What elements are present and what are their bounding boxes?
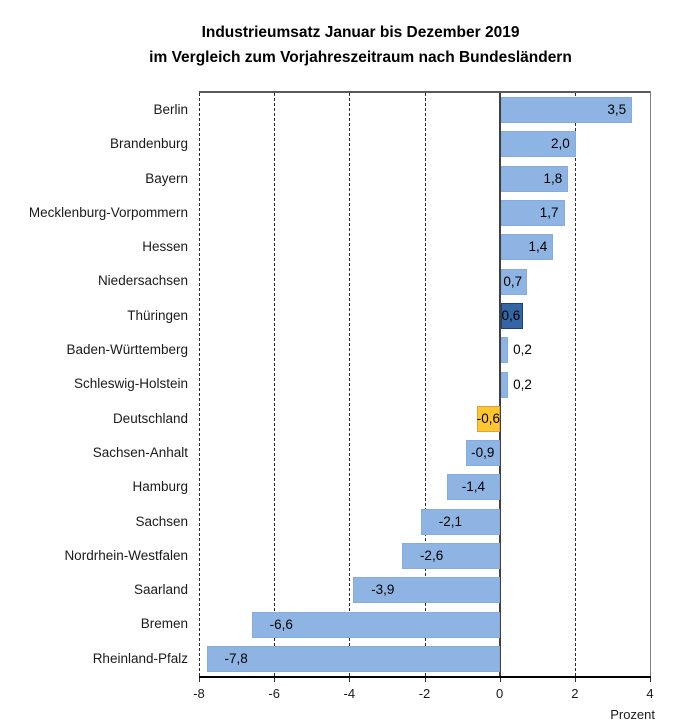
value-label-mecklenburg-vorpommern: 1,7 bbox=[539, 205, 559, 221]
bar-sachsen-anhalt bbox=[465, 440, 500, 467]
bar-deutschland bbox=[477, 405, 500, 432]
category-label-deutschland: Deutschland bbox=[112, 410, 188, 426]
bar-niedersachsen bbox=[500, 268, 527, 295]
plot-area: 3,5 2,0 1,8 1,7 1,4 0,7 0,6 0,2 0,2 -0,6 -0,9 -1,4 -… bbox=[199, 93, 650, 676]
bar-bremen bbox=[251, 611, 500, 638]
gridline--8 bbox=[199, 93, 200, 676]
value-label-rheinland-pfalz: -7,8 bbox=[224, 650, 248, 666]
category-label-sachsen-anhalt: Sachsen-Anhalt bbox=[92, 444, 188, 460]
value-label-baden-wuerttemberg: 0,2 bbox=[513, 342, 532, 358]
value-label-sachsen: -2,1 bbox=[438, 513, 462, 529]
x-axis-tick-2 bbox=[574, 678, 576, 682]
bar-bayern bbox=[500, 165, 569, 192]
bar-hamburg bbox=[447, 474, 500, 501]
value-label-hamburg: -1,4 bbox=[461, 479, 485, 495]
x-axis-tick-label-0: 0 bbox=[496, 686, 504, 701]
x-axis-tick--2 bbox=[424, 678, 426, 682]
x-axis-tick-4 bbox=[650, 678, 651, 682]
x-axis-tick-label-2: 2 bbox=[571, 686, 579, 701]
x-axis-tick-label--8: -8 bbox=[193, 686, 205, 701]
value-label-brandenburg: 2,0 bbox=[551, 136, 570, 152]
bar-baden-wuerttemberg bbox=[500, 337, 509, 364]
x-axis-tick-0 bbox=[499, 678, 501, 682]
gridline--4 bbox=[349, 93, 351, 676]
chart-title-line-2: im Vergleich zum Vorjahreszeitraum nach … bbox=[149, 49, 572, 66]
bar-hessen bbox=[500, 234, 554, 261]
bar-saarland bbox=[353, 577, 500, 604]
value-label-schleswig-holstein: 0,2 bbox=[513, 376, 532, 392]
value-label-deutschland: -0,6 bbox=[476, 410, 501, 426]
category-label-baden-wuerttemberg: Baden-Württemberg bbox=[66, 342, 188, 358]
category-label-mecklenburg-vorpommern: Mecklenburg-Vorpommern bbox=[28, 204, 188, 220]
x-axis-line bbox=[199, 676, 651, 678]
category-label-nordrhein-westfalen: Nordrhein-Westfalen bbox=[64, 547, 188, 563]
value-label-berlin: 3,5 bbox=[607, 102, 627, 118]
category-label-schleswig-holstein: Schleswig-Holstein bbox=[73, 376, 188, 392]
chart-title-line-1: Industrieumsatz Januar bis Dezember 2019 bbox=[201, 24, 520, 41]
gridline--6 bbox=[274, 93, 276, 676]
category-label-saarland: Saarland bbox=[133, 582, 188, 598]
category-label-niedersachsen: Niedersachsen bbox=[97, 273, 188, 289]
bar-schleswig-holstein bbox=[500, 371, 509, 398]
gridline-2 bbox=[574, 93, 576, 676]
x-axis-tick--4 bbox=[349, 678, 351, 682]
bar-rheinland-pfalz bbox=[206, 645, 500, 672]
bar-mecklenburg-vorpommern bbox=[500, 200, 565, 227]
x-axis-tick-label-4: 4 bbox=[646, 686, 654, 701]
bar-thueringen bbox=[500, 302, 524, 329]
category-label-thueringen: Thüringen bbox=[127, 307, 188, 323]
category-label-bayern: Bayern bbox=[145, 170, 188, 186]
category-label-sachsen: Sachsen bbox=[135, 513, 188, 529]
category-label-bremen: Bremen bbox=[140, 616, 188, 632]
x-axis-tick-label--4: -4 bbox=[343, 686, 356, 701]
bar-sachsen bbox=[420, 508, 500, 535]
x-axis-tick-label--2: -2 bbox=[418, 686, 431, 701]
value-label-thueringen: 0,6 bbox=[501, 307, 521, 323]
bar-nordrhein-westfalen bbox=[401, 542, 500, 569]
value-label-hessen: 1,4 bbox=[528, 239, 548, 255]
category-label-hamburg: Hamburg bbox=[132, 479, 188, 495]
x-axis-tick--6 bbox=[274, 678, 276, 682]
bar-brandenburg bbox=[500, 131, 576, 158]
x-axis-tick-label--6: -6 bbox=[268, 686, 280, 701]
gridline--2 bbox=[424, 93, 426, 676]
zero-line bbox=[498, 93, 501, 676]
value-label-bremen: -6,6 bbox=[269, 616, 293, 632]
category-label-brandenburg: Brandenburg bbox=[109, 136, 188, 152]
x-axis-tick--8 bbox=[199, 678, 200, 682]
value-label-bayern: 1,8 bbox=[543, 170, 563, 186]
value-label-niedersachsen: 0,7 bbox=[503, 273, 523, 289]
plot-border-right bbox=[650, 91, 651, 676]
category-label-berlin: Berlin bbox=[153, 102, 188, 117]
plot-border-top bbox=[199, 91, 651, 93]
chart-title: Industrieumsatz Januar bis Dezember 2019… bbox=[0, 20, 673, 70]
axis-unit-label: Prozent bbox=[610, 707, 655, 722]
value-label-nordrhein-westfalen: -2,6 bbox=[419, 547, 444, 563]
value-label-sachsen-anhalt: -0,9 bbox=[471, 445, 495, 461]
value-label-saarland: -3,9 bbox=[371, 582, 395, 598]
category-label-rheinland-pfalz: Rheinland-Pfalz bbox=[92, 650, 188, 666]
category-label-hessen: Hessen bbox=[142, 239, 188, 255]
bar-berlin bbox=[500, 97, 633, 124]
